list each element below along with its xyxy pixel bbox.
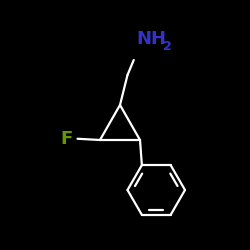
Text: F: F [60,130,72,148]
Text: NH: NH [136,30,166,48]
Text: 2: 2 [163,40,172,53]
